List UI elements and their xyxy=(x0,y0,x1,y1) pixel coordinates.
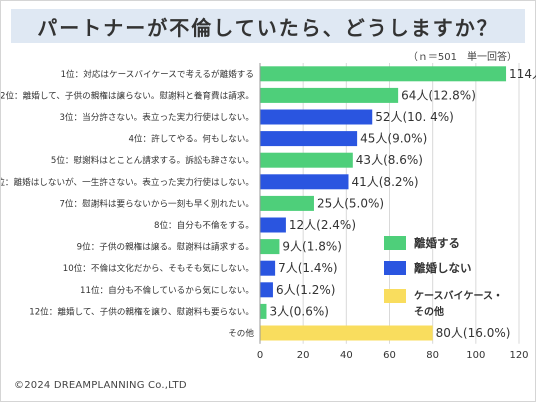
category-label: 8位：自分も不倫をする。 xyxy=(154,219,254,231)
bar xyxy=(260,325,433,341)
copyright-footer: ©2024 DREAMPLANNING Co.,LTD xyxy=(14,380,187,391)
legend-swatch xyxy=(384,261,406,275)
data-label: 45人(9.0%) xyxy=(360,132,427,146)
category-label: 11位：自分も不倫しているから気にしない。 xyxy=(80,284,254,296)
bar xyxy=(260,217,286,233)
data-label: 41人(8.2%) xyxy=(351,175,418,189)
data-label: 12人(2.4%) xyxy=(289,218,356,232)
data-label: 64人(12.8%) xyxy=(401,88,476,102)
category-label: 7位：慰謝料は要らないから一刻も早く別れたい。 xyxy=(59,197,254,209)
bar xyxy=(260,239,280,255)
bar xyxy=(260,174,349,190)
title-bar: パートナーが不倫していたら、どうしますか？ xyxy=(11,9,525,43)
x-tick-label: 60 xyxy=(383,350,396,361)
data-label: 80人(16.0%) xyxy=(436,326,511,340)
bar xyxy=(260,87,399,103)
x-tick-label: 0 xyxy=(257,350,263,361)
x-tick-label: 100 xyxy=(466,350,485,361)
data-label: 114人(22.8%) xyxy=(509,67,536,81)
bar xyxy=(260,66,507,82)
bar xyxy=(260,282,273,298)
chart-title: パートナーが不倫していたら、どうしますか？ xyxy=(37,15,499,40)
data-label: 3人(0.6%) xyxy=(269,304,329,318)
category-label: 9位：子供の親権は譲る。慰謝料は請求する。 xyxy=(77,241,254,253)
legend-label: 離婚しない xyxy=(414,261,472,275)
legend-label: その他 xyxy=(414,305,444,318)
category-label: 5位：慰謝料はとことん請求する。訴訟も辞さない。 xyxy=(51,154,254,166)
data-label: 43人(8.6%) xyxy=(356,153,423,167)
legend-swatch xyxy=(384,236,406,250)
x-tick-label: 80 xyxy=(426,350,439,361)
bar xyxy=(260,303,267,319)
category-label: 2位：離婚して、子供の親権は譲らない。慰謝料と養育費は請求。 xyxy=(1,89,254,101)
category-label: 4位：許してやる。何もしない。 xyxy=(128,133,254,145)
data-label: 52人(10. 4%) xyxy=(375,110,454,124)
bar xyxy=(260,131,358,147)
category-label: 3位：当分許さない。表立った実力行使はしない。 xyxy=(59,111,254,123)
bar xyxy=(260,195,314,211)
data-label: 7人(1.4%) xyxy=(278,261,338,275)
category-label: 12位：離婚して、子供の親権を譲り、慰謝料も要らない。 xyxy=(29,305,254,317)
legend-swatch xyxy=(384,289,406,303)
sample-note: （ｎ＝501 単一回答） xyxy=(407,52,517,63)
bar xyxy=(260,152,353,168)
data-label: 6人(1.2%) xyxy=(276,283,336,297)
bar xyxy=(260,260,276,276)
category-label: 6位：離婚はしないが、一生許さない。表立った実力行使はしない。 xyxy=(1,176,254,188)
legend-label: ケースバイケース・ xyxy=(414,290,503,302)
x-tick-label: 120 xyxy=(509,350,528,361)
legend-label: 離婚する xyxy=(414,236,460,250)
x-tick-label: 20 xyxy=(297,350,310,361)
x-tick-label: 40 xyxy=(340,350,353,361)
data-label: 25人(5.0%) xyxy=(317,196,384,210)
bar xyxy=(260,109,373,125)
category-label: 10位：不倫は文化だから、そもそも気にしない。 xyxy=(63,262,254,274)
category-label: その他 xyxy=(228,327,254,339)
category-label: 1位：対応はケースバイケースで考えるが離婚する xyxy=(61,68,254,80)
data-label: 9人(1.8%) xyxy=(282,240,342,254)
